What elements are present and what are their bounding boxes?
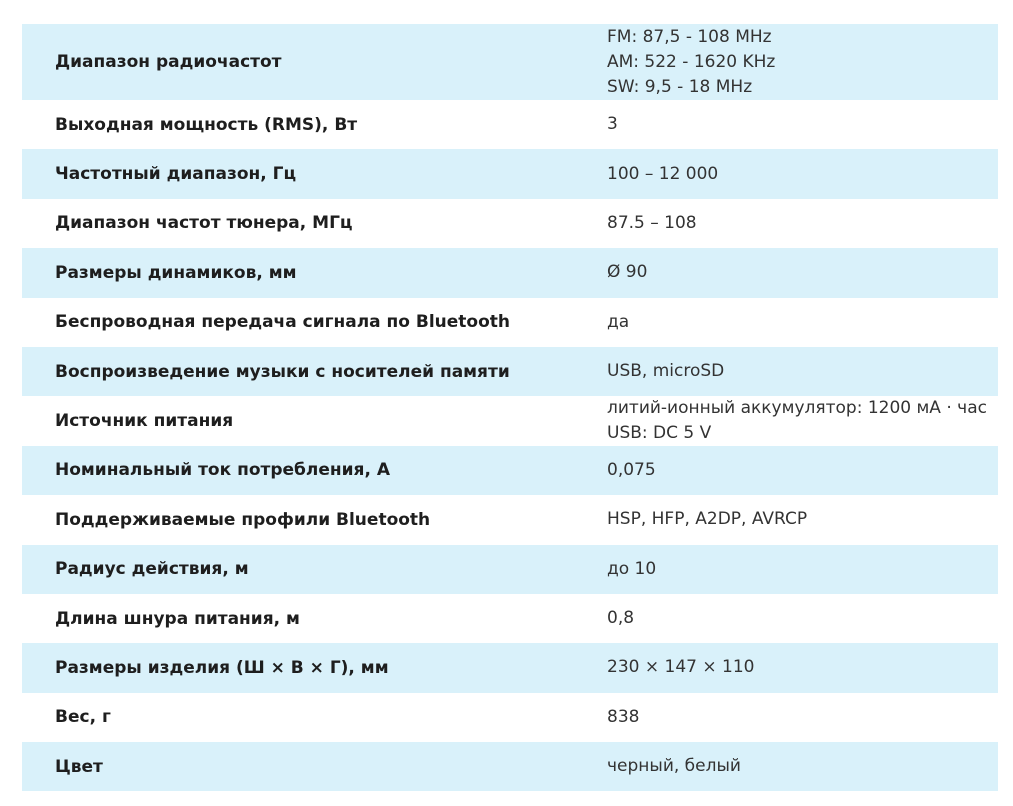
spec-value: HSP, HFP, A2DP, AVRCP [607, 495, 994, 544]
spec-value-line: 100 – 12 000 [607, 163, 719, 184]
spec-value: 838 [607, 693, 994, 742]
spec-value-line: USB: DC 5 V [607, 423, 712, 444]
spec-value-line: 87.5 – 108 [607, 212, 697, 233]
spec-row-frequency-range: Частотный диапазон, Гц 100 – 12 000 [22, 149, 998, 199]
spec-label: Частотный диапазон, Гц [55, 164, 297, 185]
spec-value-line: да [607, 311, 630, 332]
spec-value-line: 838 [607, 706, 640, 727]
spec-label: Номинальный ток потребления, А [55, 460, 391, 481]
spec-value: USB, microSD [607, 347, 994, 396]
spec-value-line: SW: 9,5 - 18 MHz [607, 76, 753, 97]
spec-value: Ø 90 [607, 248, 994, 297]
spec-row-radio-range: Диапазон радиочастот FM: 87,5 - 108 MHz … [22, 24, 998, 100]
spec-label: Цвет [55, 756, 103, 777]
spec-label: Длина шнура питания, м [55, 608, 300, 629]
spec-value: да [607, 298, 994, 347]
spec-value-line: 3 [607, 114, 618, 135]
spec-value-line: USB, microSD [607, 361, 725, 382]
spec-value-line: FM: 87,5 - 108 MHz [607, 26, 772, 47]
spec-label: Беспроводная передача сигнала по Bluetoo… [55, 312, 511, 333]
spec-value: 3 [607, 100, 994, 149]
spec-label: Источник питания [55, 411, 234, 432]
spec-value: черный, белый [607, 742, 994, 791]
spec-row-power-source: Источник питания литий-ионный аккумулято… [22, 396, 998, 445]
spec-value-line: 230 × 147 × 110 [607, 657, 755, 678]
spec-value-line: 0,075 [607, 459, 656, 480]
spec-value: 100 – 12 000 [607, 149, 994, 198]
spec-value: 87.5 – 108 [607, 199, 994, 248]
spec-row-cord-length: Длина шнура питания, м 0,8 [22, 594, 998, 643]
spec-value-line: 0,8 [607, 608, 635, 629]
spec-label: Вес, г [55, 707, 111, 728]
spec-row-media-playback: Воспроизведение музыки с носителей памят… [22, 346, 998, 397]
spec-label: Диапазон частот тюнера, МГц [55, 213, 353, 234]
spec-value: 230 × 147 × 110 [607, 643, 994, 692]
spec-value-line: Ø 90 [607, 262, 648, 283]
spec-label: Размеры изделия (Ш × В × Г), мм [55, 657, 389, 678]
spec-row-dimensions: Размеры изделия (Ш × В × Г), мм 230 × 14… [22, 643, 998, 693]
spec-value: 0,075 [607, 446, 994, 495]
spec-row-tuner-range: Диапазон частот тюнера, МГц 87.5 – 108 [22, 199, 998, 248]
spec-row-output-power: Выходная мощность (RMS), Вт 3 [22, 100, 998, 149]
spec-value: литий-ионный аккумулятор: 1200 мА · час … [607, 396, 994, 445]
spec-value: 0,8 [607, 594, 994, 643]
spec-value-line: AM: 522 - 1620 KHz [607, 51, 776, 72]
spec-row-range: Радиус действия, м до 10 [22, 544, 998, 594]
spec-row-weight: Вес, г 838 [22, 693, 998, 742]
spec-row-color: Цвет черный, белый [22, 742, 998, 792]
spec-row-current-draw: Номинальный ток потребления, А 0,075 [22, 445, 998, 496]
spec-label: Воспроизведение музыки с носителей памят… [55, 361, 510, 382]
spec-table: Диапазон радиочастот FM: 87,5 - 108 MHz … [22, 24, 998, 792]
spec-row-speaker-size: Размеры динамиков, мм Ø 90 [22, 248, 998, 298]
spec-value-line: литий-ионный аккумулятор: 1200 мА · час [607, 398, 987, 419]
spec-value: до 10 [607, 545, 994, 594]
spec-row-bluetooth: Беспроводная передача сигнала по Bluetoo… [22, 298, 998, 347]
spec-label: Радиус действия, м [55, 559, 249, 580]
spec-value-line: до 10 [607, 558, 657, 579]
spec-label: Размеры динамиков, мм [55, 262, 297, 283]
spec-value-line: HSP, HFP, A2DP, AVRCP [607, 509, 808, 530]
spec-label: Выходная мощность (RMS), Вт [55, 114, 358, 135]
spec-label: Поддерживаемые профили Bluetooth [55, 509, 431, 530]
spec-value-line: черный, белый [607, 756, 741, 777]
spec-row-bluetooth-profiles: Поддерживаемые профили Bluetooth HSP, HF… [22, 495, 998, 544]
spec-label: Диапазон радиочастот [55, 52, 282, 72]
spec-value: FM: 87,5 - 108 MHz AM: 522 - 1620 KHz SW… [607, 24, 994, 100]
